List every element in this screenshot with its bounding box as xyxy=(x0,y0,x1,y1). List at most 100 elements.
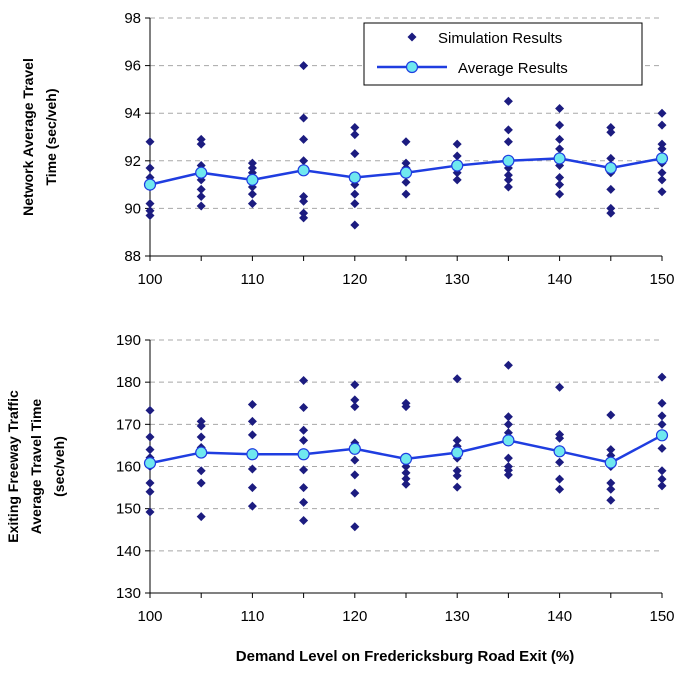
simulation-result-point xyxy=(401,158,411,168)
average-point xyxy=(655,152,669,165)
average-point xyxy=(348,442,361,455)
x-tick-label: 120 xyxy=(342,271,367,288)
simulation-result-point xyxy=(503,96,513,106)
simulation-result-point xyxy=(503,470,513,480)
average-point xyxy=(143,457,157,470)
simulation-result-point xyxy=(503,453,513,463)
simulation-result-point xyxy=(555,189,565,199)
simulation-result-point xyxy=(555,172,565,182)
y-axis-title-line: Time (sec/veh) xyxy=(43,88,59,185)
simulation-result-point xyxy=(657,443,667,453)
average-point xyxy=(195,166,208,179)
simulation-result-point xyxy=(503,170,513,180)
simulation-result-point xyxy=(299,497,309,507)
simulation-result-point xyxy=(196,432,206,442)
simulation-result-point xyxy=(657,120,667,130)
simulation-result-point xyxy=(555,484,565,494)
y-tick-label: 98 xyxy=(124,10,141,27)
simulation-result-point xyxy=(247,163,257,173)
simulation-result-point xyxy=(350,149,360,159)
simulation-result-point xyxy=(401,189,411,199)
simulation-result-point xyxy=(299,483,309,493)
y-tick-label: 140 xyxy=(116,543,141,560)
simulation-result-point xyxy=(657,372,667,382)
simulation-result-point xyxy=(350,130,360,140)
chart-panel-1: 88 90 92 94 96 98 100 110 120 130 140 150 Network Av… xyxy=(20,10,675,288)
simulation-result-point xyxy=(503,360,513,370)
average-point xyxy=(502,434,515,447)
simulation-result-point xyxy=(452,139,462,149)
simulation-result-point xyxy=(299,192,309,201)
simulation-result-point xyxy=(452,482,462,492)
y-tick-label: 92 xyxy=(124,153,141,170)
x-axis-title: Demand Level on Fredericksburg Road Exit… xyxy=(236,648,574,665)
simulation-result-point xyxy=(401,137,411,147)
simulation-result-point xyxy=(657,108,667,118)
average-point xyxy=(553,445,566,458)
simulation-result-point xyxy=(350,488,360,498)
simulation-result-point xyxy=(606,410,616,420)
average-point xyxy=(195,446,208,459)
simulation-result-point xyxy=(606,495,616,505)
simulation-result-point xyxy=(196,416,206,426)
simulation-result-point xyxy=(145,137,155,147)
simulation-result-point xyxy=(555,382,565,392)
y-tick-label: 96 xyxy=(124,58,141,75)
simulation-result-point xyxy=(196,421,206,431)
average-point xyxy=(451,446,464,459)
simulation-result-point xyxy=(555,134,565,144)
simulation-result-point xyxy=(606,127,616,137)
simulation-result-point xyxy=(350,395,360,405)
simulation-result-point xyxy=(247,416,257,426)
simulation-result-point xyxy=(555,120,565,130)
y-axis-title-line: Exiting Freeway Traffic xyxy=(5,390,21,543)
simulation-result-point xyxy=(145,206,155,216)
y-tick-label: 94 xyxy=(124,105,141,122)
simulation-result-point xyxy=(145,432,155,442)
simulation-result-point xyxy=(299,213,309,223)
simulation-result-point xyxy=(657,139,667,149)
simulation-result-point xyxy=(657,398,667,408)
simulation-result-point xyxy=(657,466,667,476)
average-point xyxy=(604,456,617,469)
simulation-result-point xyxy=(299,61,309,71)
simulation-result-point xyxy=(606,122,616,132)
simulation-result-point xyxy=(503,137,513,147)
average-point xyxy=(399,166,413,179)
x-tick-label: 150 xyxy=(649,271,674,288)
simulation-result-point xyxy=(247,158,257,168)
simulation-result-point xyxy=(657,168,667,178)
y-tick-label: 180 xyxy=(116,374,141,391)
simulation-result-point xyxy=(606,445,616,455)
simulation-result-point xyxy=(145,478,155,488)
simulation-result-point xyxy=(503,412,513,422)
simulation-result-point xyxy=(247,464,257,474)
simulation-result-point xyxy=(350,402,360,412)
simulation-result-point xyxy=(196,201,206,211)
simulation-result-point xyxy=(555,144,565,154)
average-point xyxy=(399,452,413,466)
simulation-result-point xyxy=(555,474,565,484)
x-tick-label: 100 xyxy=(137,608,162,625)
legend-simulation-marker xyxy=(407,32,417,42)
simulation-result-point xyxy=(299,134,309,144)
simulation-result-point xyxy=(299,425,309,435)
simulation-result-point xyxy=(452,151,462,161)
legend-average-marker xyxy=(405,60,419,74)
simulation-result-point xyxy=(196,184,206,194)
simulation-result-point xyxy=(247,501,257,511)
simulation-result-point xyxy=(452,374,462,384)
legend-box xyxy=(363,22,643,86)
y-tick-label: 190 xyxy=(116,332,141,349)
simulation-result-point xyxy=(555,103,565,113)
simulation-result-point xyxy=(606,484,616,494)
simulation-result-point xyxy=(299,156,309,166)
average-point xyxy=(297,164,310,177)
simulation-result-point xyxy=(247,400,257,410)
simulation-result-point xyxy=(299,402,309,412)
simulation-result-point xyxy=(555,433,565,443)
simulation-result-point xyxy=(657,474,667,484)
simulation-result-point xyxy=(196,192,206,201)
x-tick-label: 110 xyxy=(240,608,264,625)
